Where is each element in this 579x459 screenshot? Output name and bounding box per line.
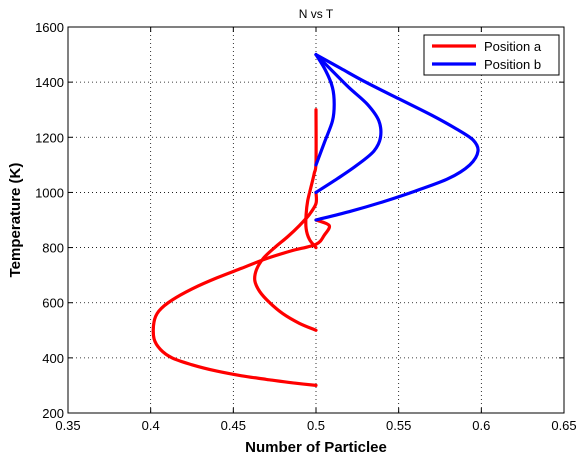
legend-box xyxy=(423,34,560,76)
y-tick-label: 200 xyxy=(42,406,64,421)
y-tick-label: 1000 xyxy=(35,185,64,200)
series-line-position-a-2 xyxy=(253,190,319,332)
series-line-position-b-2 xyxy=(314,53,383,194)
x-tick-label: 0.55 xyxy=(386,418,411,433)
x-tick-label: 0.65 xyxy=(551,418,576,433)
x-tick-label: 0.45 xyxy=(221,418,246,433)
chart-title: N vs T xyxy=(299,7,334,21)
y-axis-title: Temperature (K) xyxy=(7,163,24,278)
y-tick-label: 1600 xyxy=(35,20,64,35)
series-layer xyxy=(151,53,480,387)
series-line-position-a-3 xyxy=(304,108,318,250)
legend: Position a Position b xyxy=(423,34,560,76)
series-line-position-b-1 xyxy=(314,53,480,222)
x-axis-title: Number of Particlee xyxy=(245,439,387,456)
y-tick-label: 400 xyxy=(42,351,64,366)
x-tick-label: 0.5 xyxy=(307,418,325,433)
y-tick-label: 1200 xyxy=(35,130,64,145)
x-tick-label: 0.6 xyxy=(472,418,490,433)
y-tick-label: 800 xyxy=(42,241,64,256)
legend-label-position-b: Position b xyxy=(484,57,541,72)
x-tick-label: 0.4 xyxy=(142,418,160,433)
legend-label-position-a: Position a xyxy=(484,39,542,54)
series-line-position-b-3 xyxy=(314,53,336,167)
series-line-position-a-1 xyxy=(151,218,332,387)
axis-ticks: 0.35 0.4 0.45 0.5 0.55 0.6 0.65 200 400 600 800 100… xyxy=(35,20,577,433)
y-tick-label: 600 xyxy=(42,296,64,311)
x-tick-label: 0.35 xyxy=(55,418,80,433)
y-tick-label: 1400 xyxy=(35,75,64,90)
